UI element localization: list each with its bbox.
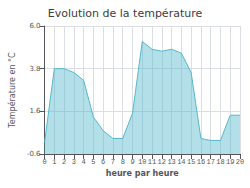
svg-text:8: 8 [121,158,125,166]
svg-text:10: 10 [138,158,146,166]
svg-text:5: 5 [91,158,95,166]
svg-text:3: 3 [72,158,76,166]
svg-text:heure par heure: heure par heure [106,169,180,178]
svg-text:11: 11 [148,158,156,166]
svg-text:2: 2 [62,158,66,166]
svg-text:Température en °C: Température en °C [7,52,17,129]
svg-text:4: 4 [82,158,86,166]
svg-text:0: 0 [42,158,46,166]
svg-text:3.8: 3.8 [29,65,40,73]
svg-text:6.0: 6.0 [29,22,40,30]
svg-text:19: 19 [226,158,234,166]
svg-text:-0.6: -0.6 [27,150,41,158]
svg-text:12: 12 [158,158,166,166]
svg-text:9: 9 [130,158,134,166]
svg-text:1: 1 [52,158,56,166]
svg-text:17: 17 [206,158,214,166]
svg-text:20: 20 [236,158,244,166]
svg-text:15: 15 [187,158,195,166]
svg-text:1.6: 1.6 [29,107,41,115]
svg-text:16: 16 [197,158,205,166]
svg-text:13: 13 [167,158,175,166]
svg-text:18: 18 [216,158,224,166]
svg-text:Evolution de la température: Evolution de la température [48,7,203,20]
svg-text:14: 14 [177,158,185,166]
svg-text:7: 7 [111,158,115,166]
svg-text:6: 6 [101,158,105,166]
